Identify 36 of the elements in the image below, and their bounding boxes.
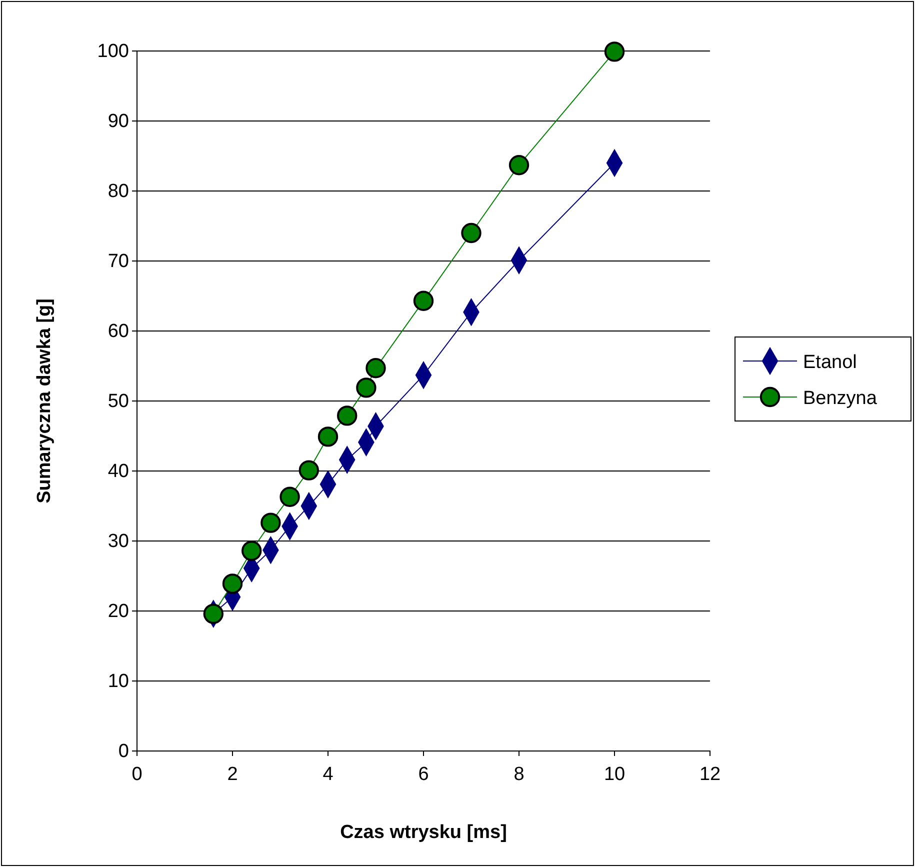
point	[280, 486, 300, 507]
point	[413, 290, 434, 311]
point	[508, 155, 530, 176]
point	[222, 574, 243, 594]
x-tick-label: 2	[227, 764, 238, 785]
y-tick-label: 10	[108, 671, 129, 692]
y-tick-label: 90	[108, 111, 129, 132]
point	[356, 378, 376, 398]
y-tick-label: 100	[97, 41, 129, 62]
y-tick-label: 70	[108, 251, 129, 272]
y-tick-label: 0	[118, 741, 129, 762]
point	[318, 426, 338, 447]
x-tick-label: 8	[514, 764, 524, 785]
x-axis-title: Czas wtrysku [ms]	[340, 822, 507, 843]
x-tick-label: 10	[604, 764, 626, 785]
y-tick-label: 80	[108, 181, 129, 202]
y-tick-label: 50	[108, 391, 129, 412]
x-tick-label: 6	[418, 764, 429, 785]
x-tick-label: 0	[132, 764, 142, 785]
point	[366, 358, 386, 378]
y-tick-label: 40	[108, 461, 129, 482]
y-axis-title: Sumaryczna dawka [g]	[34, 298, 55, 504]
x-tick-label: 12	[699, 764, 721, 785]
point	[461, 222, 482, 244]
point	[298, 460, 319, 480]
legend-label: Etanol	[803, 352, 857, 373]
legend-label: Benzyna	[803, 388, 878, 409]
x-tick-label: 4	[322, 764, 334, 785]
point	[260, 512, 281, 533]
point	[604, 42, 625, 62]
point	[203, 604, 224, 624]
y-tick-label: 30	[108, 531, 129, 552]
y-tick-label: 60	[108, 321, 129, 342]
point	[242, 540, 262, 561]
point	[337, 406, 358, 426]
y-tick-label: 20	[108, 601, 129, 622]
